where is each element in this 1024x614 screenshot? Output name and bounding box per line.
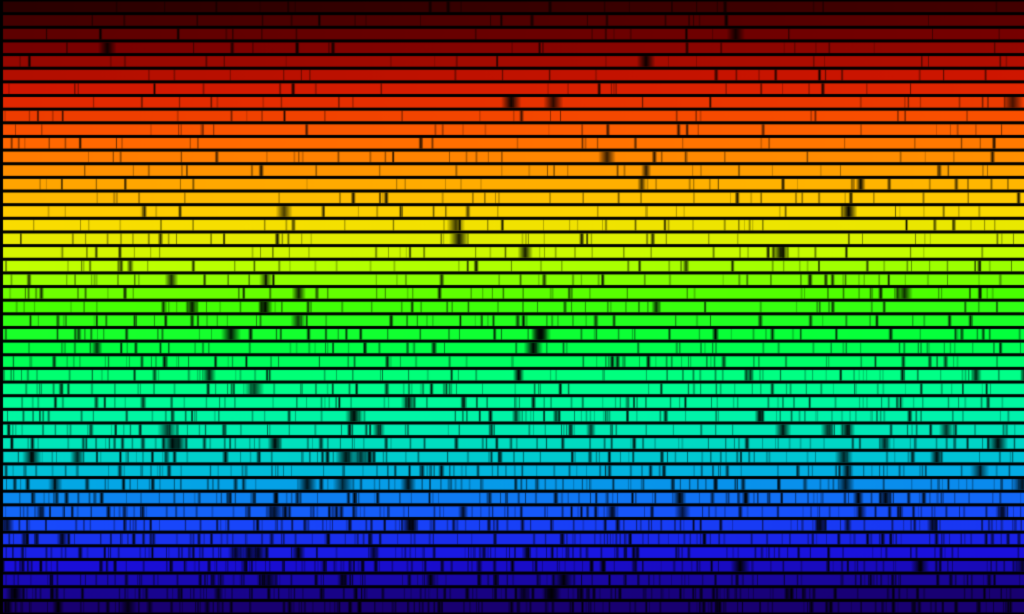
solar-spectrum-image: [0, 0, 1024, 614]
